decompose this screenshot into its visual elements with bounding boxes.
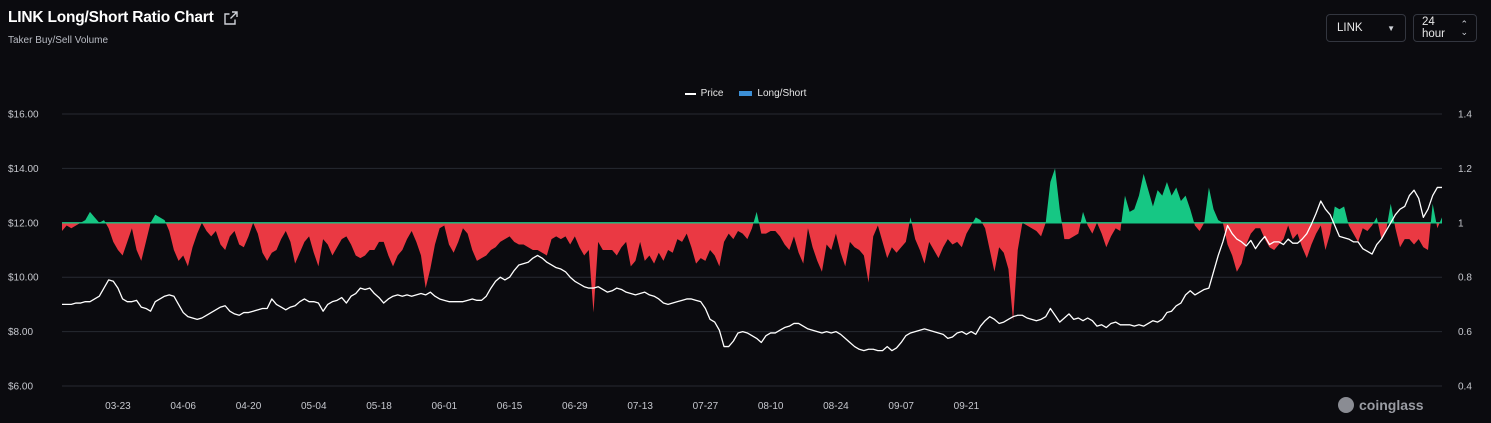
y-right-tick: 1 [1458, 218, 1464, 229]
x-tick: 06-15 [497, 401, 523, 412]
left-axis-ticks: $16.00 $14.00 $12.00 $10.00 $8.00 $6.00 [8, 110, 39, 393]
coinglass-logo-icon [1338, 397, 1354, 413]
x-tick: 04-20 [236, 401, 262, 412]
y-left-tick: $8.00 [8, 327, 33, 338]
y-left-tick: $16.00 [8, 110, 39, 121]
coin-select-value: LINK [1337, 22, 1363, 34]
x-tick: 09-21 [954, 401, 980, 412]
y-left-tick: $10.00 [8, 273, 39, 284]
legend-label-price: Price [700, 88, 724, 99]
y-right-tick: 1.2 [1458, 164, 1472, 175]
y-right-tick: 0.4 [1458, 382, 1472, 393]
y-left-tick: $12.00 [8, 218, 39, 229]
y-right-tick: 0.8 [1458, 273, 1472, 284]
x-tick: 08-24 [823, 401, 849, 412]
watermark-text: coinglass [1359, 397, 1424, 413]
interval-select-value: 24 hour [1422, 16, 1446, 40]
price-line [62, 186, 1442, 352]
chart-legend: Price Long/Short [0, 88, 1491, 99]
long-short-areas [62, 168, 1442, 321]
y-right-tick: 0.6 [1458, 327, 1472, 338]
price-line-swatch [684, 92, 696, 95]
legend-item-price[interactable]: Price [684, 88, 724, 99]
interval-select[interactable]: 24 hour ⌃ ⌄ [1413, 14, 1477, 42]
x-tick: 09-07 [888, 401, 914, 412]
legend-item-long-short[interactable]: Long/Short [739, 88, 806, 99]
long-area [62, 168, 1442, 223]
short-area [62, 222, 1442, 321]
external-link-icon[interactable] [223, 11, 238, 25]
right-axis-ticks: 1.4 1.2 1 0.8 0.6 0.4 [1458, 110, 1472, 393]
x-tick: 07-13 [627, 401, 653, 412]
y-left-tick: $6.00 [8, 382, 33, 393]
x-tick: 06-01 [432, 401, 458, 412]
page-title: LINK Long/Short Ratio Chart [8, 9, 214, 26]
updown-icon: ⌃ ⌄ [1460, 19, 1468, 37]
price-series [62, 186, 1442, 352]
legend-label-long-short: Long/Short [757, 88, 807, 99]
y-left-tick: $14.00 [8, 164, 39, 175]
x-tick: 03-23 [105, 401, 131, 412]
x-axis-ticks: 03-23 04-06 04-20 05-04 05-18 06-01 06-15 06-29… [105, 401, 980, 412]
x-tick: 06-29 [562, 401, 588, 412]
caret-down-icon: ▼ [1387, 23, 1395, 33]
long-short-swatch [739, 91, 753, 96]
x-tick: 08-10 [758, 401, 784, 412]
chart-subtitle: Taker Buy/Sell Volume [8, 35, 109, 46]
x-tick: 04-06 [170, 401, 196, 412]
x-tick: 05-18 [366, 401, 392, 412]
coinglass-watermark: coinglass [1338, 397, 1424, 413]
coin-select[interactable]: LINK ▼ [1326, 14, 1406, 42]
x-tick: 07-27 [693, 401, 719, 412]
x-tick: 05-04 [301, 401, 327, 412]
y-right-tick: 1.4 [1458, 110, 1472, 121]
